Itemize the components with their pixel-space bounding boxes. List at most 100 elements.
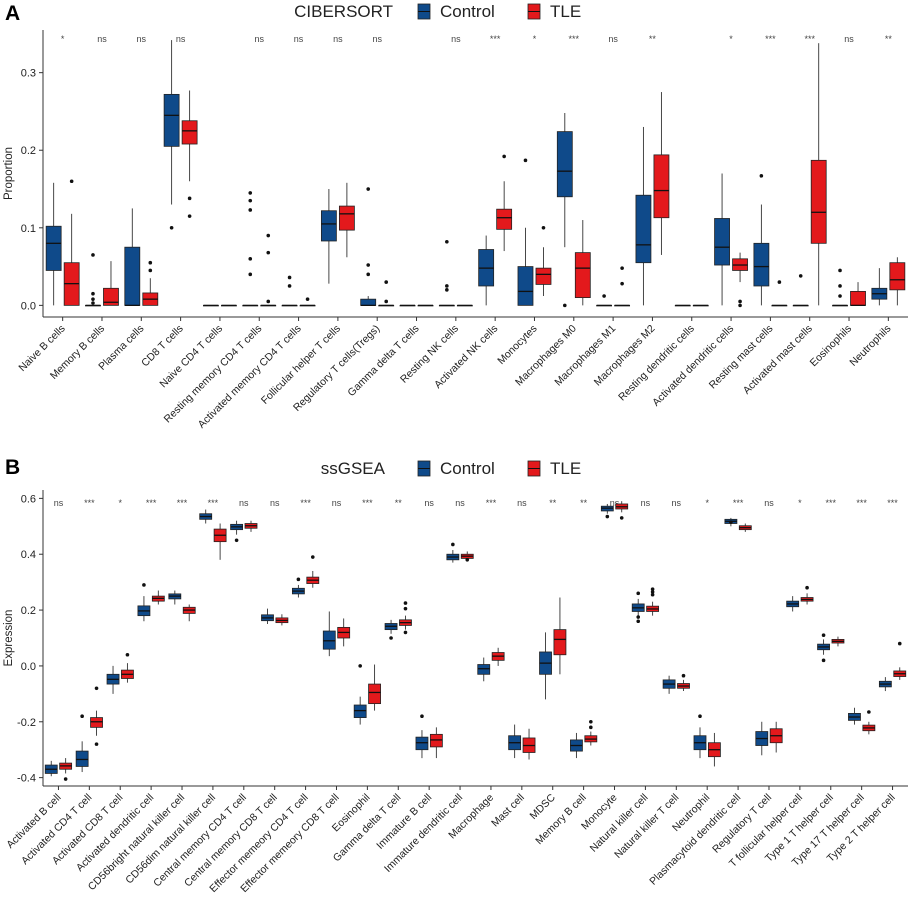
significance-label: * <box>705 498 709 508</box>
box-iqr <box>810 159 827 244</box>
outlier-point <box>94 686 99 691</box>
y-tick-label: 0.0 <box>21 661 36 673</box>
chart-title: CIBERSORT <box>294 2 393 21</box>
outlier-point <box>805 585 809 590</box>
y-tick-label: 0.4 <box>21 549 36 561</box>
outlier-point <box>605 514 610 519</box>
box-iqr <box>574 252 591 299</box>
outlier-point <box>248 257 253 261</box>
significance-label: *** <box>569 34 580 44</box>
box-iqr <box>553 629 567 656</box>
box-tle-25 <box>800 585 814 605</box>
significance-label: ns <box>294 34 304 44</box>
outlier-point <box>451 542 455 547</box>
y-tick-label: 0.1 <box>21 223 36 235</box>
y-tick-label: 0.6 <box>21 493 36 505</box>
box-tle-3 <box>142 260 159 306</box>
y-tick-label: 0.2 <box>21 605 36 617</box>
box-iqr <box>714 218 730 266</box>
outlier-point <box>636 619 641 624</box>
outlier-point <box>366 187 371 191</box>
box-tle-27 <box>862 710 876 735</box>
outlier-point <box>445 284 449 288</box>
outlier-point <box>403 606 408 611</box>
significance-label: ** <box>649 34 657 44</box>
box-control-18 <box>570 732 583 759</box>
box-control-25 <box>786 596 800 612</box>
box-control-11 <box>353 664 367 725</box>
outlier-point <box>867 710 871 714</box>
box-iqr <box>360 298 377 306</box>
y-tick-label: -0.4 <box>17 773 36 785</box>
box-iqr <box>415 736 429 751</box>
box-control-9 <box>360 187 377 307</box>
significance-label: ns <box>54 498 64 508</box>
outlier-point <box>420 714 424 718</box>
box-control-27 <box>848 707 861 725</box>
box-tle-2 <box>103 261 119 306</box>
box-tle-4 <box>151 590 165 605</box>
box-tle-9 <box>306 555 320 588</box>
x-tick-label: Activated mast cells <box>741 323 815 397</box>
box-control-9 <box>291 577 305 598</box>
panel-a: A CIBERSORT Control TLE 0.0 0.1 0.2 0.3 Proporti… <box>3 2 908 431</box>
outlier-point <box>266 250 271 255</box>
box-control-12 <box>478 235 495 306</box>
significance-label: * <box>118 498 122 508</box>
outlier-point <box>729 520 733 524</box>
outlier-point <box>777 280 782 284</box>
panel-label: A <box>5 2 20 25</box>
box-iqr <box>90 717 103 728</box>
box-tle-11 <box>368 664 381 711</box>
box-control-13 <box>517 158 534 306</box>
chart-title: ssGSEA <box>321 459 386 478</box>
box-tle-6 <box>213 523 227 560</box>
box-control-1 <box>45 182 62 306</box>
box-tle-17 <box>692 304 709 307</box>
significance-label: *** <box>208 498 219 508</box>
box-control-11 <box>438 239 455 307</box>
box-iqr <box>181 120 198 145</box>
box-iqr <box>889 262 906 291</box>
box-tle-1 <box>63 179 80 306</box>
outlier-point <box>798 274 803 278</box>
x-tick-label: Eosinophils <box>808 323 854 369</box>
x-tick-label: Neutrophils <box>847 323 893 369</box>
outlier-point <box>187 196 192 201</box>
outlier-point <box>169 225 174 230</box>
box-tle-26 <box>831 636 845 647</box>
box-control-21 <box>832 268 848 307</box>
significance-label: *** <box>856 498 867 508</box>
outlier-point <box>266 233 271 238</box>
outlier-point <box>636 591 641 596</box>
box-control-28 <box>878 677 892 692</box>
legend-label-control: Control <box>440 459 495 478</box>
box-control-16 <box>508 724 522 759</box>
significance-label: *** <box>146 498 157 508</box>
significance-label: ns <box>254 34 264 44</box>
outlier-point <box>650 592 655 597</box>
box-tle-28 <box>893 641 907 680</box>
significance-label: *** <box>177 498 188 508</box>
outlier-point <box>650 590 655 594</box>
box-control-8 <box>320 189 337 284</box>
outlier-point <box>589 725 593 730</box>
outlier-point <box>445 239 449 244</box>
box-tle-14 <box>574 220 591 306</box>
outlier-point <box>523 158 528 163</box>
box-control-4 <box>163 40 180 230</box>
outlier-point <box>738 303 742 308</box>
box-tle-5 <box>182 604 196 622</box>
outlier-point <box>897 641 902 646</box>
box-control-17 <box>674 304 691 307</box>
box-control-3 <box>106 665 120 694</box>
outlier-point <box>248 191 253 195</box>
x-tick-label: Gamma delta T cells <box>345 323 421 399</box>
outlier-point <box>602 294 606 298</box>
significance-label: *** <box>765 34 776 44</box>
box-control-14 <box>446 542 460 563</box>
legend: Control TLE <box>417 459 581 478</box>
box-iqr <box>368 683 381 705</box>
outlier-point <box>248 208 253 212</box>
